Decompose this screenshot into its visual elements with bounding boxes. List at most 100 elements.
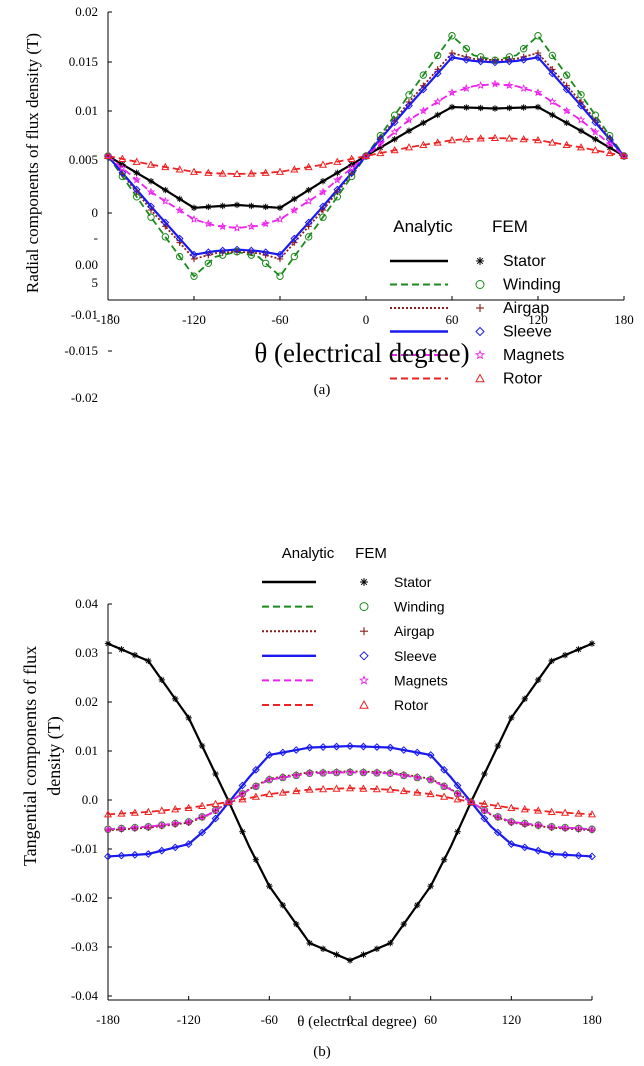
a-marker-stator: [219, 202, 226, 210]
b-y-tick-label: -0.02: [71, 890, 98, 905]
chart-a-y-axis-label: Radial components of flux density (T): [23, 33, 42, 293]
a-legend-label-rotor: Rotor: [503, 371, 543, 388]
a-marker-stator: [477, 104, 484, 112]
a-marker-winding: [276, 272, 284, 280]
b-series-markers-magnets: [103, 767, 597, 833]
b-marker-rotor: [157, 806, 166, 814]
a-marker-magnets: [605, 139, 614, 148]
a-marker-stator: [577, 127, 585, 134]
b-marker-magnets: [399, 771, 408, 779]
a-marker-magnets: [476, 81, 485, 89]
a-marker-winding: [548, 51, 557, 60]
a-marker-magnets: [261, 219, 270, 228]
a-marker-sleeve: [476, 57, 485, 66]
b-marker-rotor: [466, 797, 476, 806]
b-marker-magnets: [507, 817, 516, 826]
b-marker-sleeve: [413, 748, 422, 757]
b-legend-marker-winding: [359, 602, 369, 612]
a-marker-sleeve: [161, 218, 170, 227]
b-marker-rotor: [493, 801, 502, 810]
b-marker-sleeve: [319, 743, 328, 751]
b-marker-rotor: [130, 808, 139, 816]
a-marker-magnets: [376, 139, 385, 148]
a-marker-rotor: [548, 138, 557, 146]
a-legend-marker-magnets: [475, 349, 485, 360]
a-marker-stator: [334, 169, 341, 176]
a-legend-marker-sleeve: [475, 326, 485, 337]
a-marker-sleeve: [247, 246, 256, 255]
a-marker-stator: [133, 169, 140, 176]
a-marker-airgap: [448, 49, 456, 57]
a-marker-rotor: [533, 135, 543, 144]
a-marker-sleeve: [204, 248, 213, 257]
a-series-markers-rotor: [103, 133, 629, 178]
a-marker-sleeve: [491, 58, 499, 67]
a-marker-sleeve: [233, 245, 241, 254]
a-marker-rotor: [175, 165, 184, 173]
b-marker-rotor: [319, 784, 328, 793]
chart-b-lines: [107, 642, 593, 962]
a-marker-airgap: [190, 255, 198, 263]
chart-b-markers: [103, 640, 597, 964]
b-marker-sleeve: [453, 781, 462, 790]
b-marker-stator: [414, 901, 421, 909]
a-x-tick-label: 60: [446, 312, 459, 327]
a-marker-sleeve: [390, 118, 399, 127]
a-x-tick-label: -60: [271, 312, 288, 327]
a-marker-stator: [534, 103, 542, 111]
b-marker-magnets: [292, 771, 301, 779]
b-marker-magnets: [184, 817, 193, 826]
a-x-tick-label: -180: [96, 312, 120, 327]
b-marker-rotor: [345, 783, 355, 792]
a-marker-rotor: [132, 157, 141, 165]
a-marker-stator: [176, 195, 183, 203]
b-marker-magnets: [587, 824, 597, 833]
a-series-markers-airgap: [104, 49, 628, 263]
a-marker-magnets: [103, 151, 113, 160]
b-marker-magnets: [211, 805, 220, 814]
b-legend-label-rotor: Rotor: [394, 697, 429, 713]
a-marker-stator: [405, 127, 413, 134]
a-marker-airgap: [248, 249, 255, 256]
a-marker-stator: [276, 204, 284, 212]
a-marker-rotor: [275, 167, 285, 175]
b-marker-stator: [481, 770, 488, 778]
b-marker-magnets: [480, 805, 489, 814]
a-marker-winding: [419, 71, 428, 79]
a-marker-magnets: [118, 163, 127, 172]
a-marker-sleeve: [605, 135, 614, 144]
b-marker-airgap: [494, 814, 502, 821]
b-marker-stator: [575, 646, 582, 653]
b-marker-rotor: [117, 809, 126, 817]
b-marker-rotor: [386, 785, 395, 793]
a-marker-airgap: [434, 66, 441, 73]
a-marker-rotor: [333, 157, 342, 165]
b-marker-magnets: [157, 820, 166, 829]
b-marker-magnets: [197, 812, 207, 821]
b-marker-rotor: [211, 799, 220, 808]
b-marker-sleeve: [440, 765, 449, 774]
b-marker-rotor: [305, 785, 314, 793]
a-marker-rotor: [232, 169, 242, 178]
a-legend-header-analytic: Analytic: [393, 217, 453, 236]
a-x-tick-label: 180: [614, 312, 634, 327]
a-legend-label-sleeve: Sleeve: [503, 324, 552, 341]
b-marker-magnets: [130, 823, 140, 832]
a-legend-marker-airgap: [476, 304, 484, 312]
b-marker-sleeve: [399, 746, 408, 754]
a-marker-sleeve: [376, 135, 385, 144]
a-marker-airgap: [176, 239, 183, 246]
b-marker-rotor: [171, 805, 180, 813]
b-marker-sleeve: [534, 846, 543, 855]
a-marker-airgap: [276, 255, 284, 263]
a-marker-sleeve: [218, 246, 227, 255]
b-marker-rotor: [224, 797, 234, 806]
a-marker-stator: [162, 186, 169, 194]
a-marker-sleeve: [577, 101, 585, 110]
b-marker-rotor: [574, 809, 583, 817]
b-marker-rotor: [453, 795, 462, 803]
a-marker-stator: [319, 178, 327, 185]
b-legend-header-analytic: Analytic: [282, 545, 335, 562]
a-marker-airgap: [291, 239, 298, 246]
